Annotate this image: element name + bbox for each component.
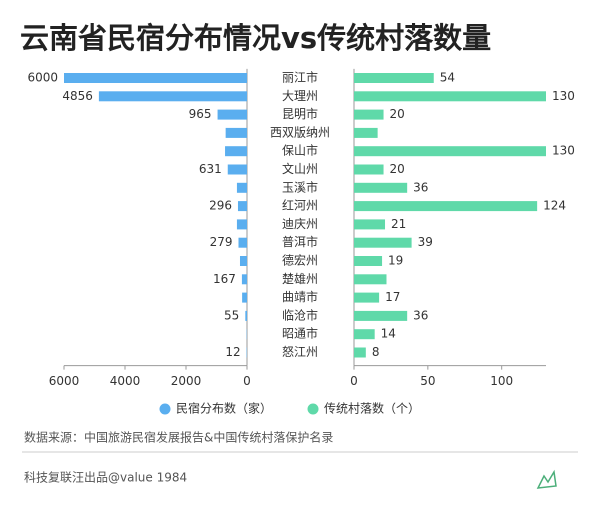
- bar: [239, 256, 247, 266]
- legend-label: 民宿分布数（家）: [176, 401, 272, 416]
- bar: [245, 310, 247, 321]
- category-label: 曲靖市: [282, 289, 318, 304]
- category-label: 丽江市: [282, 70, 318, 85]
- chart-title: 云南省民宿分布情况vs传统村落数量: [20, 21, 491, 55]
- data-label: 36: [413, 180, 428, 194]
- legend-label: 传统村落数（个）: [324, 401, 420, 416]
- bar: [236, 219, 247, 230]
- bar: [354, 109, 384, 120]
- x-tick-label: 4000: [110, 374, 141, 388]
- x-tick-label: 6000: [49, 374, 80, 388]
- data-label: 8: [372, 345, 380, 359]
- data-label: 21: [391, 217, 406, 231]
- data-label: 39: [418, 235, 433, 249]
- bar: [225, 146, 247, 157]
- data-label: 14: [381, 327, 396, 341]
- logo: [536, 469, 557, 489]
- data-label: 20: [390, 162, 405, 176]
- data-label: 12: [225, 345, 240, 359]
- bar: [241, 274, 247, 285]
- x-tick-label: 2000: [171, 374, 202, 388]
- bar: [354, 256, 383, 266]
- category-label: 普洱市: [282, 234, 318, 249]
- x-tick-label: 0: [350, 374, 358, 388]
- data-label: 965: [189, 107, 212, 121]
- bar: [354, 219, 386, 230]
- bar: [354, 91, 546, 102]
- bar: [354, 237, 412, 248]
- bar: [354, 201, 538, 212]
- source-note: 数据来源：中国旅游民宿发展报告&中国传统村落保护名录: [24, 430, 333, 445]
- bar: [225, 127, 247, 138]
- bar: [236, 182, 247, 193]
- data-label: 36: [413, 308, 428, 322]
- data-label: 19: [388, 254, 403, 268]
- bar: [354, 274, 387, 285]
- data-label: 130: [552, 89, 575, 103]
- bar: [227, 164, 247, 175]
- category-label: 大理州: [282, 89, 318, 103]
- bar: [354, 292, 380, 303]
- category-label: 楚雄州: [282, 271, 318, 286]
- category-label: 保山市: [282, 143, 318, 158]
- data-label: 54: [440, 71, 455, 85]
- category-label: 迪庆州: [282, 217, 318, 231]
- x-tick-label: 100: [490, 374, 513, 388]
- bar: [238, 237, 247, 248]
- bar: [354, 127, 378, 138]
- category-label: 西双版纳州: [270, 125, 330, 139]
- data-label: 167: [213, 272, 236, 286]
- category-label: 昭通市: [282, 326, 318, 341]
- data-label: 279: [210, 235, 233, 249]
- category-label: 怒江州: [282, 344, 318, 359]
- data-label: 55: [224, 308, 239, 322]
- bar: [354, 164, 384, 175]
- legend-marker: [159, 403, 171, 415]
- category-label: 昆明市: [282, 106, 318, 121]
- category-label: 红河州: [282, 198, 318, 213]
- data-label: 4856: [62, 89, 93, 103]
- footer-credit: 科技复联汪出品@value 1984: [24, 471, 187, 485]
- bar: [217, 109, 247, 120]
- bar: [64, 73, 247, 83]
- category-label: 文山州: [282, 161, 318, 176]
- bar: [98, 91, 247, 102]
- data-label: 296: [209, 199, 232, 213]
- bar: [354, 310, 408, 321]
- data-label: 20: [390, 107, 405, 121]
- bar: [354, 182, 408, 193]
- bar: [237, 201, 247, 212]
- category-label: 临沧市: [282, 307, 318, 322]
- data-label: 631: [199, 162, 222, 176]
- x-tick-label: 0: [243, 374, 251, 388]
- data-label: 130: [552, 144, 575, 158]
- bar: [354, 146, 546, 157]
- bar: [242, 292, 247, 303]
- data-label: 17: [385, 290, 400, 304]
- bar: [354, 329, 375, 340]
- category-label: 玉溪市: [282, 179, 318, 194]
- data-label: 124: [543, 199, 566, 213]
- data-label: 6000: [27, 71, 58, 85]
- category-label: 德宏州: [282, 253, 318, 268]
- x-tick-label: 50: [420, 374, 435, 388]
- bar: [354, 347, 366, 358]
- legend-marker: [307, 403, 319, 415]
- bar: [354, 73, 434, 83]
